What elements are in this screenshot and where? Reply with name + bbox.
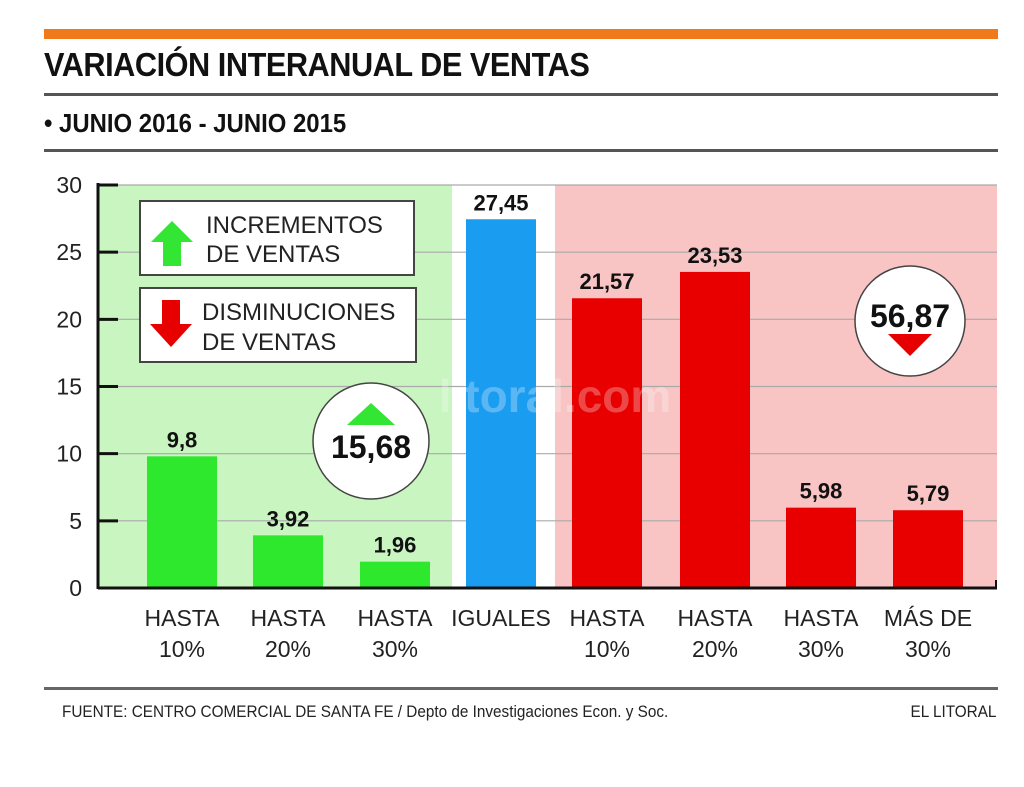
x-tick-label: 10% [584, 636, 630, 662]
x-tick-label: 20% [265, 636, 311, 662]
bar-increase [253, 535, 323, 588]
x-tick-label: IGUALES [451, 605, 551, 631]
bar-value-label: 9,8 [167, 427, 198, 452]
x-tick-label: 30% [905, 636, 951, 662]
x-tick-label: HASTA [784, 605, 860, 631]
y-tick-label: 0 [69, 575, 82, 601]
legend-increase: INCREMENTOS DE VENTAS [139, 200, 415, 276]
bar-value-label: 5,79 [907, 481, 950, 506]
x-tick-label: HASTA [678, 605, 754, 631]
legend-decrease-line2: DE VENTAS [202, 329, 336, 356]
source-note: FUENTE: CENTRO COMERCIAL DE SANTA FE / D… [62, 702, 669, 721]
increase-total-badge: 15,68 [312, 382, 430, 500]
y-tick-label: 20 [56, 306, 82, 332]
brand-credit: EL LITORAL [910, 702, 996, 721]
increase-total-value: 15,68 [331, 429, 411, 465]
chart-title: VARIACIÓN INTERANUAL DE VENTAS [44, 46, 590, 83]
x-tick-label: 30% [798, 636, 844, 662]
legend-decrease: DISMINUCIONES DE VENTAS [139, 287, 417, 363]
y-tick-label: 15 [56, 374, 82, 400]
legend-increase-line1: INCREMENTOS [206, 212, 383, 239]
footer-divider [44, 687, 998, 690]
y-axis: 0 5 10 15 20 25 30 [56, 172, 997, 601]
y-tick-label: 25 [56, 239, 82, 265]
legend-increase-line2: DE VENTAS [206, 241, 340, 268]
bar-equal [466, 219, 536, 588]
down-arrow-icon [150, 300, 192, 347]
bar-value-label: 1,96 [374, 533, 417, 558]
bar-increase [360, 561, 430, 588]
accent-bar [44, 29, 998, 39]
x-tick-label: 20% [692, 636, 738, 662]
y-tick-label: 5 [69, 508, 82, 534]
watermark: litoral.com [439, 370, 672, 422]
bars [147, 219, 963, 588]
subtitle-divider [44, 149, 998, 152]
bar-increase [147, 456, 217, 588]
up-triangle-icon [347, 403, 395, 425]
bar-decrease [680, 271, 750, 588]
x-tick-label: HASTA [570, 605, 646, 631]
x-tick-label: HASTA [251, 605, 327, 631]
bar-decrease [893, 510, 963, 588]
x-tick-label: HASTA [145, 605, 221, 631]
bar-value-label: 23,53 [687, 243, 742, 268]
legend-decrease-line1: DISMINUCIONES [202, 299, 395, 326]
x-tick-label: 10% [159, 636, 205, 662]
bar-decrease [572, 298, 642, 588]
bar-decrease [786, 507, 856, 588]
decrease-total-value: 56,87 [870, 298, 950, 334]
down-triangle-icon [888, 334, 932, 356]
decrease-total-badge: 56,87 [854, 265, 966, 377]
decrease-badge-circle [854, 265, 966, 377]
up-arrow-icon [151, 221, 193, 266]
x-axis-labels: HASTA 10% HASTA 20% HASTA 30% IGUALES HASTA 10% H… [145, 605, 973, 662]
title-divider [44, 93, 998, 96]
increase-badge-circle [312, 382, 430, 500]
value-labels: 9,8 3,92 1,96 27,45 21,57 23,53 5,98 5,79 [167, 190, 950, 557]
x-tick-label: 30% [372, 636, 418, 662]
bar-value-label: 3,92 [267, 506, 310, 531]
bar-value-label: 21,57 [579, 269, 634, 294]
bar-value-label: 5,98 [800, 479, 843, 504]
x-tick-label: HASTA [358, 605, 434, 631]
y-tick-label: 30 [56, 172, 82, 198]
chart-subtitle: • JUNIO 2016 - JUNIO 2015 [44, 108, 347, 138]
y-tick-label: 10 [56, 441, 82, 467]
bar-value-label: 27,45 [473, 190, 528, 215]
x-tick-label: MÁS DE [884, 605, 972, 631]
